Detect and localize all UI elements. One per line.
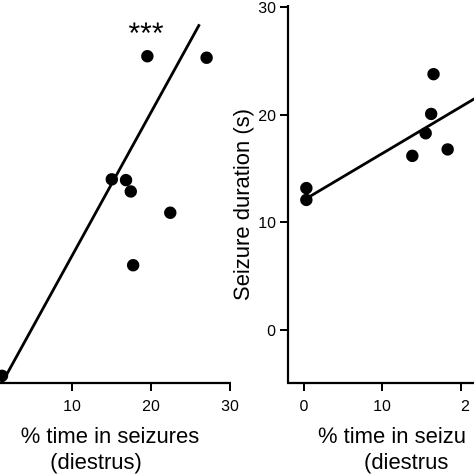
right-y-tick-label: 20 [258,108,276,125]
right-x-tick-label: 10 [373,398,391,415]
right-data-point-3 [406,149,419,163]
right-data-point-7 [441,143,454,156]
right-x-axis-label-line2: (diestrus [364,449,448,474]
left-plot-marks [0,23,213,384]
right-y-tick-label: 30 [258,0,276,17]
right-plot-marks [300,67,474,207]
significance-annotation: *** [128,17,163,50]
right-y-tick-label: 10 [258,215,276,232]
left-data-point-1 [0,369,9,382]
right-data-point-1 [300,181,313,195]
left-data-point-3 [119,173,133,187]
right-data-point-6 [427,67,440,81]
right-x-axis-label-line1: % time in seizu [318,423,466,448]
left-regression-line [0,23,201,384]
right-x-tick-label: 0 [300,398,309,415]
right-x-tick-label: 2 [461,398,470,415]
left-x-axis-label-line1: % time in seizures [21,423,200,448]
left-data-point-2 [105,173,119,186]
left-panel: 10 20 30 *** % time in seizures (diestru… [0,17,239,474]
left-data-point-8 [200,51,213,64]
right-panel: 0 10 20 30 0 10 2 Seizure duration (s) %… [229,0,474,474]
left-data-point-6 [141,50,154,63]
left-x-tick-label: 10 [63,398,81,415]
left-data-point-5 [126,259,140,272]
left-x-axis-label-line2: (diestrus) [50,449,142,474]
left-x-tick-label: 20 [142,398,160,415]
right-data-point-4 [419,127,432,140]
right-regression-line [303,97,474,202]
right-y-axis-label: Seizure duration (s) [229,109,254,301]
left-data-point-4 [124,185,137,198]
right-data-point-2 [300,193,313,207]
left-data-point-7 [164,206,177,219]
left-x-tick-label: 30 [221,398,239,415]
right-data-point-5 [424,107,438,121]
right-y-tick-label: 0 [267,323,276,340]
